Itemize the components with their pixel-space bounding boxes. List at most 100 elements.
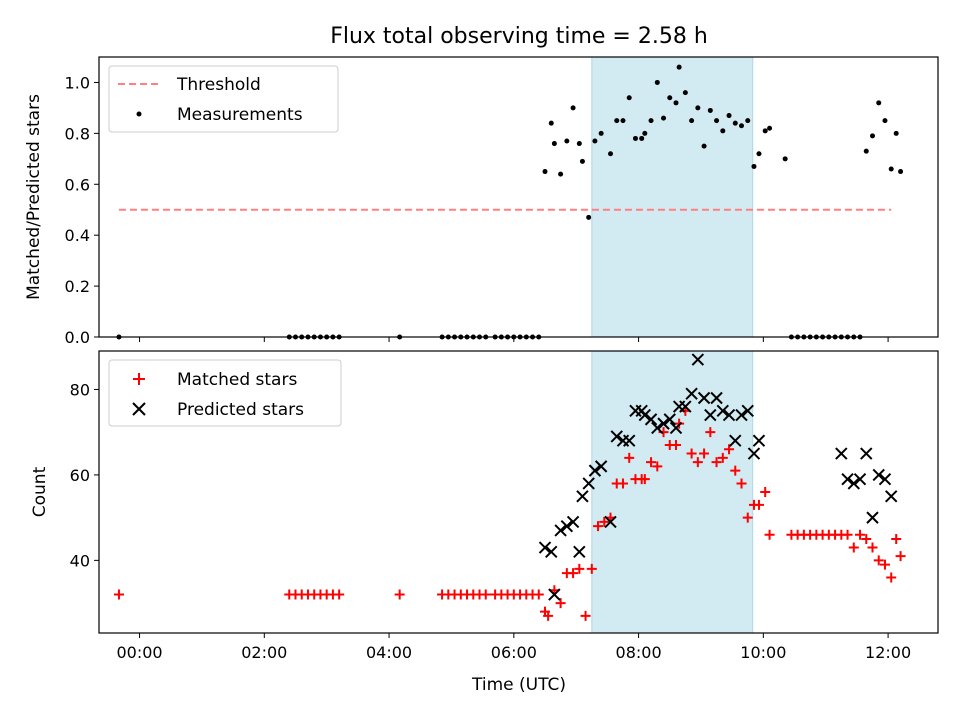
predicted-stars-point <box>860 447 873 460</box>
y-tick-label: 0.6 <box>65 175 90 194</box>
x-tick-label: 04:00 <box>366 643 412 662</box>
matched-stars-point <box>533 589 544 600</box>
measurement-point <box>751 163 757 169</box>
predicted-stars-point <box>623 434 636 447</box>
measurement-point <box>782 156 788 162</box>
measurement-point <box>579 158 585 164</box>
y-tick-label: 0.0 <box>65 328 90 347</box>
legend-threshold-label: Threshold <box>176 75 261 95</box>
predicted-stars-point <box>538 541 552 554</box>
predicted-stars-point <box>594 460 608 473</box>
matched-stars-point <box>867 542 878 553</box>
matched-stars-point <box>736 478 747 489</box>
y-tick-label: 0.8 <box>65 124 90 143</box>
chart-title: Flux total observing time = 2.58 h <box>330 24 708 49</box>
predicted-stars-point <box>735 408 748 422</box>
measurement-point <box>863 148 869 154</box>
predicted-stars-point <box>679 400 692 413</box>
legend-matched-swatch <box>133 373 145 385</box>
measurement-point <box>893 130 899 136</box>
predicted-stars-point <box>638 408 652 422</box>
measurement-point <box>739 123 745 129</box>
predicted-stars-point <box>669 421 683 435</box>
predicted-stars-point <box>691 353 705 366</box>
x-tick-label: 08:00 <box>616 643 662 662</box>
predicted-stars-point <box>685 387 698 400</box>
measurement-point <box>626 95 632 101</box>
measurement-point <box>682 90 688 96</box>
legend-matched-label: Matched stars <box>177 370 297 390</box>
matched-stars-point <box>753 499 764 510</box>
predicted-stars-point <box>847 477 860 490</box>
observing-window-highlight <box>591 56 754 338</box>
measurement-point <box>870 133 876 139</box>
y-tick-label: 0.2 <box>65 277 90 296</box>
matched-stars-point <box>879 559 890 570</box>
matched-stars-point <box>692 457 703 468</box>
measurement-point <box>756 151 762 157</box>
series-matched-stars <box>113 405 906 621</box>
star-count-panel: 40 60 80 00:00 02:00 04:00 06:00 08:00 10:00 12:0… <box>70 350 939 662</box>
predicted-stars-point <box>722 408 736 422</box>
x-tick-label: 02:00 <box>241 643 287 662</box>
bottom-y-axis-label: Count <box>30 466 50 517</box>
measurement-point <box>732 120 738 126</box>
measurement-point <box>586 214 592 220</box>
predicted-stars-point <box>697 391 711 405</box>
series-predicted-stars <box>538 353 898 601</box>
matched-stars-point <box>873 555 884 566</box>
matched-stars-point <box>699 448 710 459</box>
matched-stars-point <box>624 452 635 463</box>
legend-predicted-swatch <box>132 402 146 416</box>
matched-stars-point <box>599 516 610 527</box>
predicted-stars-point <box>866 511 879 524</box>
predicted-stars-point <box>710 391 723 405</box>
predicted-stars-point <box>885 490 898 503</box>
bottom-legend-box <box>108 359 342 427</box>
predicted-stars-point <box>573 545 586 559</box>
predicted-stars-point <box>878 472 892 486</box>
legend-measurements-label: Measurements <box>177 105 303 125</box>
matched-stars-point <box>586 563 597 574</box>
predicted-stars-point <box>576 490 589 503</box>
predicted-stars-point <box>651 421 664 435</box>
top-legend: Threshold Measurements <box>108 65 339 133</box>
measurement-point <box>707 107 713 113</box>
predicted-stars-point <box>663 413 676 426</box>
measurement-point <box>701 143 707 149</box>
measurement-ratio-panel: 0.0 0.2 0.4 0.6 0.8 1.0 <box>65 56 939 347</box>
measurement-point <box>888 166 894 172</box>
measurement-point <box>654 79 660 85</box>
measurement-point <box>620 118 626 124</box>
matched-stars-point <box>671 440 682 450</box>
matched-stars-point <box>593 521 604 532</box>
matched-stars-point <box>886 572 897 583</box>
measurement-point <box>720 128 726 134</box>
predicted-stars-point <box>548 588 561 601</box>
measurement-point <box>570 105 576 111</box>
predicted-stars-point <box>716 404 729 418</box>
matched-stars-point <box>760 487 771 497</box>
matched-stars-point <box>842 529 853 540</box>
measurement-point <box>548 120 554 126</box>
matched-stars-point <box>646 457 657 468</box>
measurement-point <box>876 100 882 106</box>
matched-stars-point <box>480 589 491 600</box>
matched-stars-point <box>113 589 124 600</box>
matched-stars-point <box>724 444 735 455</box>
matched-stars-point <box>891 534 902 544</box>
matched-stars-point <box>711 457 722 468</box>
measurement-point <box>695 105 701 111</box>
matched-stars-point <box>855 529 866 540</box>
observing-window-highlight <box>591 350 754 634</box>
matched-stars-point <box>574 563 585 574</box>
y-tick-label: 0.4 <box>65 226 90 245</box>
predicted-stars-point <box>729 434 742 447</box>
measurement-point <box>767 125 773 131</box>
y-tick-label: 80 <box>70 380 90 399</box>
measurement-point <box>676 64 682 70</box>
matched-stars-point <box>848 542 859 553</box>
predicted-stars-point <box>841 472 854 486</box>
predicted-stars-point <box>872 468 885 482</box>
